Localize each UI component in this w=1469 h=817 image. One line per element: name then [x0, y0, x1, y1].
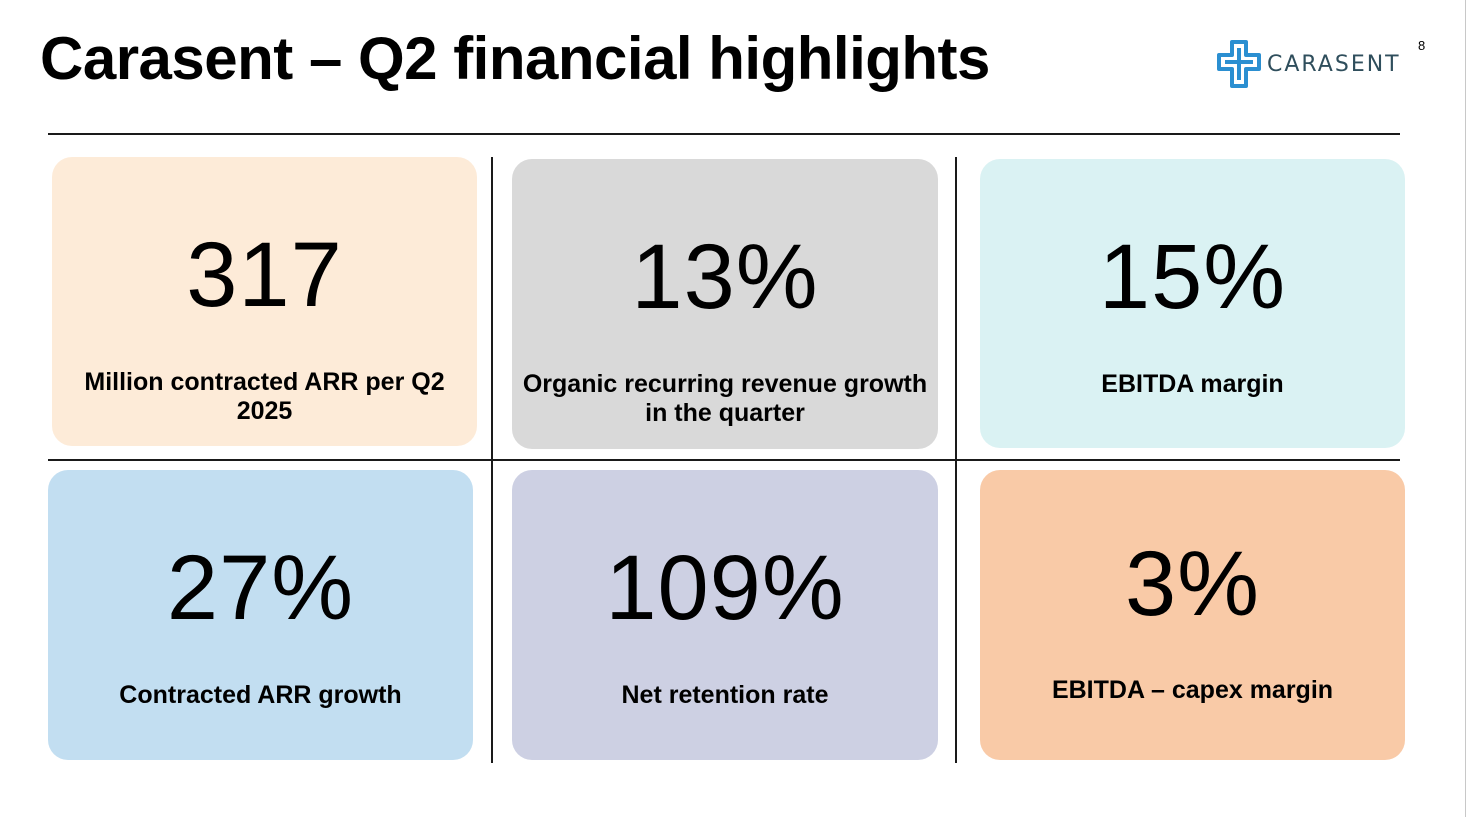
kpi-value: 13% [631, 226, 819, 328]
page-edge [1465, 0, 1466, 817]
kpi-card-arr-growth: 27% Contracted ARR growth [48, 470, 473, 760]
kpi-value: 317 [186, 224, 343, 326]
kpi-label: Million contracted ARR per Q2 2025 [84, 368, 445, 425]
kpi-value: 109% [605, 537, 845, 639]
column-divider-right [955, 157, 957, 763]
kpi-value: 3% [1125, 533, 1260, 635]
kpi-card-contracted-arr: 317 Million contracted ARR per Q2 2025 [52, 157, 477, 446]
kpi-card-net-retention: 109% Net retention rate [512, 470, 938, 760]
row-divider [48, 459, 1400, 461]
carasent-cross-logo-icon [1215, 38, 1263, 90]
kpi-card-organic-growth: 13% Organic recurring revenue growth in … [512, 159, 938, 449]
column-divider-left [491, 157, 493, 763]
page-number: 8 [1418, 38, 1426, 53]
kpi-value: 27% [166, 537, 355, 639]
kpi-label: EBITDA margin [1101, 370, 1284, 398]
kpi-label: Contracted ARR growth [119, 681, 402, 709]
slide-title: Carasent – Q2 financial highlights [40, 25, 990, 92]
kpi-label: Organic recurring revenue growth in the … [522, 370, 928, 427]
kpi-card-ebitda-capex: 3% EBITDA – capex margin [980, 470, 1405, 760]
kpi-card-ebitda-margin: 15% EBITDA margin [980, 159, 1405, 448]
logo-text: CARASENT [1267, 51, 1401, 77]
kpi-label: EBITDA – capex margin [1051, 676, 1334, 704]
kpi-value: 15% [1098, 226, 1287, 328]
title-divider [48, 133, 1400, 135]
kpi-label: Net retention rate [621, 681, 829, 709]
carasent-logo: CARASENT [1215, 38, 1401, 90]
